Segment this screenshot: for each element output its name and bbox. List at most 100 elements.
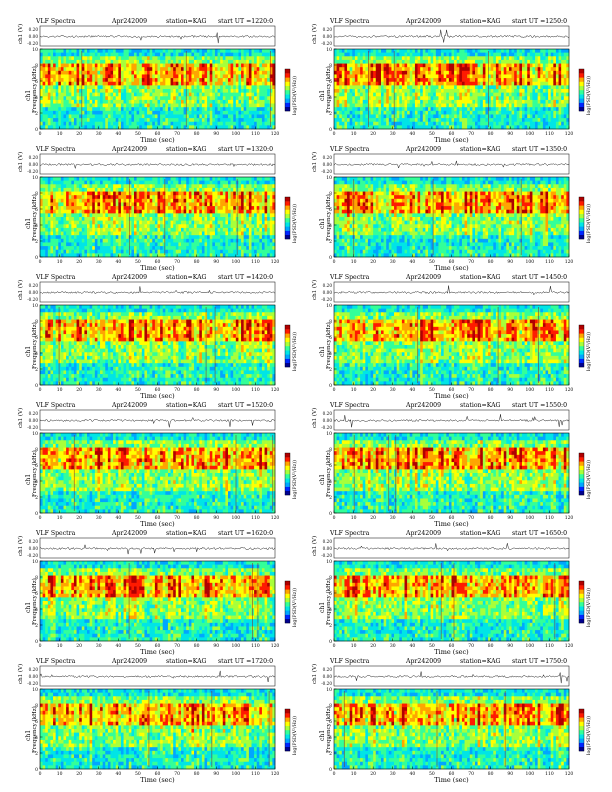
chart-1-heatmap-cell	[163, 82, 166, 86]
chart-1-heatmap-cell	[207, 53, 210, 57]
chart-1-heatmap-cell	[194, 71, 197, 75]
chart-1-heatmap-cell	[121, 122, 124, 126]
chart-1-heatmap-cell	[43, 74, 46, 78]
chart-1-heatmap-cell	[82, 114, 85, 118]
chart-1-heatmap-cell	[95, 111, 98, 115]
chart-1-heatmap-cell	[82, 67, 85, 71]
chart-1-heatmap-cell	[207, 60, 210, 64]
chart-1-heatmap-cell	[137, 67, 140, 71]
chart-1-heatmap-cell	[147, 111, 150, 115]
chart-1-heatmap-cell	[152, 60, 155, 64]
chart-1-heatmap-cell	[124, 118, 127, 122]
chart-1-heatmap-cell	[45, 56, 48, 60]
chart-1-heatmap-cell	[92, 71, 95, 75]
chart-1-heatmap-cell	[173, 89, 176, 93]
chart-1-heatmap-cell	[215, 56, 218, 60]
chart-1-heatmap-cell	[92, 49, 95, 53]
chart-1-heatmap-cell	[61, 64, 64, 68]
chart-1-heatmap-cell	[40, 78, 43, 82]
chart-1-heatmap-cell	[118, 100, 121, 104]
chart-1-heatmap-cell	[105, 82, 108, 86]
chart-1-heatmap-cell	[158, 82, 161, 86]
chart-1-heatmap-cell	[92, 53, 95, 57]
chart-1-heatmap-cell	[152, 100, 155, 104]
chart-1-heatmap-cell	[207, 122, 210, 126]
chart-1-heatmap-cell	[144, 49, 147, 53]
chart-1-heatmap-cell	[105, 114, 108, 118]
chart-1-heatmap-cell	[97, 107, 100, 111]
chart-1-heatmap-cell	[202, 118, 205, 122]
chart-1-heatmap-cell	[126, 114, 129, 118]
chart-1-heatmap-cell	[66, 67, 69, 71]
chart-1-heatmap-cell	[61, 122, 64, 126]
chart-1-heatmap-cell	[124, 93, 127, 97]
chart-1-heatmap-cell	[144, 71, 147, 75]
chart-1-heatmap-cell	[82, 53, 85, 57]
chart-1-heatmap-cell	[168, 89, 171, 93]
chart-1-heatmap-cell	[158, 100, 161, 104]
chart-1-heatmap-cell	[199, 122, 202, 126]
chart-1-heatmap-cell	[181, 122, 184, 126]
chart-1-heatmap-cell	[197, 104, 200, 108]
chart-1-heatmap-cell	[139, 100, 142, 104]
chart-1-heatmap-cell	[100, 89, 103, 93]
chart-1-heatmap-cell	[108, 64, 111, 68]
chart-1-heatmap-cell	[105, 67, 108, 71]
chart-1-heatmap-cell	[108, 71, 111, 75]
chart-1-heatmap-cell	[90, 78, 93, 82]
chart-1-heatmap-cell	[155, 89, 158, 93]
chart-1-heatmap-cell	[100, 111, 103, 115]
chart-1-heatmap-cell	[173, 56, 176, 60]
chart-1-heatmap-cell	[176, 93, 179, 97]
chart-1-heatmap-cell	[48, 49, 51, 53]
chart-1-heatmap-cell	[168, 71, 171, 75]
chart-1-heatmap-cell	[139, 49, 142, 53]
chart-1-heatmap-cell	[111, 71, 114, 75]
chart-1-heatmap-cell	[202, 82, 205, 86]
chart-1-heatmap-cell	[95, 104, 98, 108]
chart-1-heatmap-cell	[53, 67, 56, 71]
chart-1-heatmap-cell	[181, 100, 184, 104]
chart-1-heatmap-cell	[176, 53, 179, 57]
chart-1-heatmap-cell	[71, 96, 74, 100]
chart-1-heatmap-cell	[118, 96, 121, 100]
chart-1-heatmap-cell	[178, 67, 181, 71]
chart-1-heatmap-cell	[45, 74, 48, 78]
chart-1-heatmap-cell	[207, 118, 210, 122]
chart-1-heatmap-cell	[56, 78, 59, 82]
chart-1-heatmap-cell	[77, 60, 80, 64]
chart-1-heatmap-cell	[150, 118, 153, 122]
chart-1-heatmap-cell	[150, 49, 153, 53]
chart-1-heatmap-cell	[103, 56, 106, 60]
chart-1-heatmap-cell	[113, 53, 116, 57]
chart-1-heatmap-cell	[158, 85, 161, 89]
chart-1-heatmap-cell	[150, 71, 153, 75]
chart-1-heatmap-cell	[58, 64, 61, 68]
chart-1-heatmap-cell	[111, 114, 114, 118]
chart-1-heatmap-cell	[163, 74, 166, 78]
chart-1-heatmap-cell	[129, 96, 132, 100]
chart-1-heatmap-cell	[168, 122, 171, 126]
chart-1-heatmap-cell	[197, 122, 200, 126]
chart-1-heatmap-cell	[142, 93, 145, 97]
chart-1-heatmap-cell	[142, 82, 145, 86]
chart-1-heatmap-cell	[144, 78, 147, 82]
chart-1-heatmap-cell	[50, 111, 53, 115]
chart-1-heatmap-cell	[87, 93, 90, 97]
chart-1-heatmap-cell	[163, 114, 166, 118]
chart-1-heatmap-cell	[71, 89, 74, 93]
chart-1-heatmap-cell	[129, 89, 132, 93]
chart-1-heatmap-cell	[71, 78, 74, 82]
chart-1-heatmap-cell	[53, 82, 56, 86]
chart-1-heatmap-cell	[124, 60, 127, 64]
chart-1-heatmap-cell	[150, 85, 153, 89]
chart-1-heatmap-cell	[69, 114, 72, 118]
chart-1-heatmap-cell	[50, 64, 53, 68]
chart-1-heatmap-cell	[137, 89, 140, 93]
chart-1-heatmap-cell	[43, 78, 46, 82]
chart-1-heatmap-cell	[129, 111, 132, 115]
chart-1-heatmap-cell	[53, 118, 56, 122]
chart-1-heatmap-cell	[160, 114, 163, 118]
chart-1-heatmap-cell	[105, 118, 108, 122]
chart-1-heatmap-cell	[176, 118, 179, 122]
